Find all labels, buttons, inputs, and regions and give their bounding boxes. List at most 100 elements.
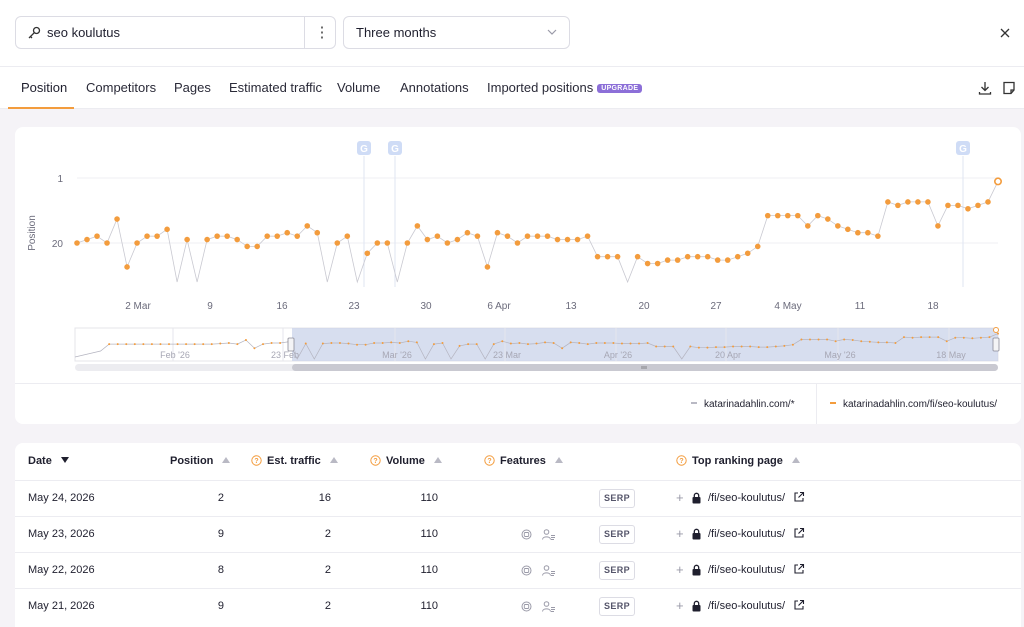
more-vertical-icon[interactable]: ⋮ xyxy=(314,24,330,41)
table-row[interactable]: May 22, 2026 8 2 110 SERP + /fi/seo-koulutus/ xyxy=(15,552,1021,588)
add-icon[interactable]: + xyxy=(676,526,684,541)
active-tab-indicator xyxy=(8,107,74,109)
note-icon[interactable] xyxy=(1001,80,1017,96)
navigator-tick-label: 20 Apr xyxy=(715,350,741,360)
data-point xyxy=(845,226,851,233)
google-icon: G xyxy=(360,144,368,155)
data-point xyxy=(434,233,441,239)
close-icon[interactable] xyxy=(996,24,1014,42)
add-icon[interactable]: + xyxy=(676,562,684,577)
scrollbar-grip-icon xyxy=(641,366,647,369)
tab-imported-positions[interactable]: Imported positions UPGRADE xyxy=(487,80,643,95)
table-row[interactable]: May 21, 2026 9 2 110 SERP + /fi/seo-koulutus/ xyxy=(15,588,1021,624)
navigator-tick-label: 18 May xyxy=(936,350,966,360)
data-point xyxy=(524,233,531,239)
tab-imported-positions-label: Imported positions xyxy=(487,80,594,95)
tab-pages[interactable]: Pages xyxy=(174,80,211,95)
top-ranking-page-link[interactable]: /fi/seo-koulutus/ xyxy=(708,528,786,540)
data-point xyxy=(224,233,230,239)
column-header-top-page[interactable]: ? Top ranking page xyxy=(676,455,800,467)
keyword-selector[interactable]: seo koulutus ⋮ xyxy=(15,16,336,49)
external-link-icon[interactable] xyxy=(793,563,805,575)
x-tick-label: 20 xyxy=(638,301,650,312)
data-point xyxy=(464,229,471,236)
table-row[interactable]: May 24, 2026 2 16 110 SERP + /fi/seo-koulutus/ xyxy=(15,480,1021,516)
data-point xyxy=(925,199,931,205)
traffic-cell: 16 xyxy=(318,492,331,504)
data-point xyxy=(244,243,250,250)
data-point xyxy=(604,253,611,260)
data-point xyxy=(825,216,831,222)
serp-button[interactable]: SERP xyxy=(599,561,635,580)
data-point xyxy=(744,250,751,257)
data-point xyxy=(474,233,481,239)
tab-annotations[interactable]: Annotations xyxy=(400,80,469,95)
legend-item-domain[interactable]: katarinadahlin.com/* xyxy=(691,399,795,410)
data-point xyxy=(654,260,661,267)
navigator-handle xyxy=(287,337,295,352)
external-link-icon[interactable] xyxy=(793,599,805,611)
external-link-icon[interactable] xyxy=(793,491,805,503)
keyword-text: seo koulutus xyxy=(47,25,120,40)
external-link-icon[interactable] xyxy=(793,527,805,539)
navigator-point xyxy=(219,342,222,345)
data-point xyxy=(985,199,991,205)
navigator-point xyxy=(578,341,581,344)
sort-icon xyxy=(791,457,800,463)
tab-competitors[interactable]: Competitors xyxy=(86,80,157,95)
top-ranking-page-link[interactable]: /fi/seo-koulutus/ xyxy=(708,600,786,612)
data-point xyxy=(314,229,321,236)
tab-position[interactable]: Position xyxy=(21,80,68,95)
serp-button[interactable]: SERP xyxy=(599,525,635,544)
data-point xyxy=(794,212,801,219)
date-cell: May 22, 2026 xyxy=(28,564,95,576)
download-icon[interactable] xyxy=(977,80,993,96)
data-point xyxy=(724,257,731,263)
navigator-point xyxy=(885,341,888,344)
table-row[interactable]: May 23, 2026 9 2 110 SERP + /fi/seo-koulutus/ xyxy=(15,516,1021,552)
navigator-point xyxy=(817,338,820,341)
column-header-volume[interactable]: ? Volume xyxy=(370,455,442,467)
navigator-tick-label: Mar '26 xyxy=(382,350,412,360)
date-cell: May 23, 2026 xyxy=(28,528,95,540)
navigator-handle xyxy=(992,337,1000,352)
data-point xyxy=(134,240,140,246)
navigator-tick-label: May '26 xyxy=(824,350,855,360)
serp-button[interactable]: SERP xyxy=(599,597,635,616)
column-header-traffic[interactable]: ? Est. traffic xyxy=(251,455,338,467)
navigator-scrollbar-thumb xyxy=(292,364,998,371)
column-header-position[interactable]: Position xyxy=(170,455,231,467)
help-icon[interactable]: ? xyxy=(676,455,687,466)
serp-button[interactable]: SERP xyxy=(599,489,635,508)
add-icon[interactable]: + xyxy=(676,490,684,505)
navigator-point xyxy=(475,343,478,346)
help-icon[interactable]: ? xyxy=(484,455,495,466)
column-header-date[interactable]: Date xyxy=(28,455,69,467)
data-point xyxy=(935,223,941,229)
help-icon[interactable]: ? xyxy=(370,455,381,466)
column-header-features[interactable]: ? Features xyxy=(484,455,563,467)
tab-estimated-traffic[interactable]: Estimated traffic xyxy=(229,80,322,95)
navigator-point xyxy=(569,341,572,344)
navigator-point xyxy=(971,337,974,340)
navigator-point xyxy=(851,339,854,342)
position-chart[interactable]: 1 20 Position G G G 2 Mar 9 16 23 30 6 Apr 13 20 27 4 M… xyxy=(15,127,1021,383)
data-point xyxy=(94,233,100,239)
position-cell: 8 xyxy=(217,564,224,576)
people-also-ask-icon xyxy=(542,565,555,576)
top-ranking-page-link[interactable]: /fi/seo-koulutus/ xyxy=(708,564,786,576)
navigator-point xyxy=(732,345,735,348)
tab-volume[interactable]: Volume xyxy=(337,80,381,95)
top-ranking-page-link[interactable]: /fi/seo-koulutus/ xyxy=(708,492,786,504)
data-point xyxy=(835,223,841,229)
help-icon[interactable]: ? xyxy=(251,455,262,466)
sort-icon xyxy=(329,457,338,463)
period-select[interactable]: Three months xyxy=(343,16,570,49)
data-point xyxy=(554,236,561,243)
legend-item-page[interactable]: katarinadahlin.com/fi/seo-koulutus/ xyxy=(830,399,997,410)
add-icon[interactable]: + xyxy=(676,598,684,613)
data-point xyxy=(374,240,381,246)
navigator-point xyxy=(202,343,205,346)
data-point xyxy=(424,236,431,243)
navigator-point xyxy=(168,343,171,346)
